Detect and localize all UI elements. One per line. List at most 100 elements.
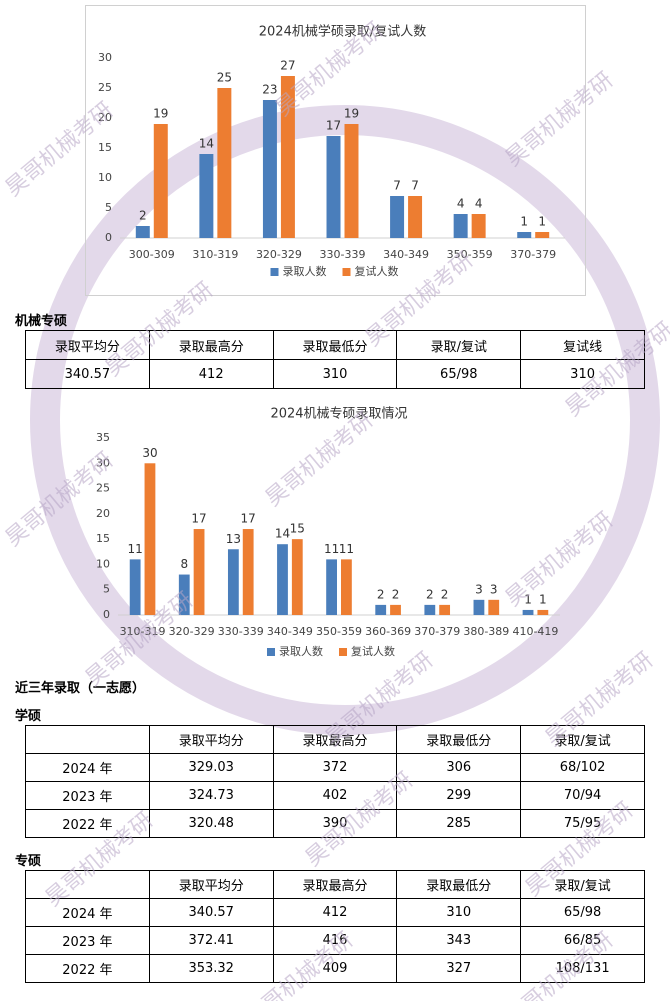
table-cell: 2023 年 xyxy=(25,926,150,955)
data-label: 4 xyxy=(475,197,483,211)
bar xyxy=(537,609,549,615)
table-cell: 录取平均分 xyxy=(148,725,274,754)
table-container: 录取平均分 录取最高分 录取最低分 录取/复试 2024 年 340.57 412 310 65… xyxy=(25,870,645,983)
data-label: 1 xyxy=(524,592,532,606)
table-row: 2022 年 353.32 409 327 108/131 xyxy=(25,954,645,983)
table-cell: 录取/复试 xyxy=(520,725,645,754)
table-cell: 65/98 xyxy=(520,898,645,927)
table-cell: 录取最低分 xyxy=(396,870,522,899)
table-cell: 2024 年 xyxy=(25,753,150,782)
table-cell: 409 xyxy=(272,954,398,983)
table-cell: 录取最高分 xyxy=(272,870,398,899)
data-label: 2 xyxy=(139,209,147,223)
x-tick-label: 370-379 xyxy=(510,248,556,261)
y-tick-label: 5 xyxy=(103,583,110,596)
x-tick-label: 360-369 xyxy=(365,625,411,638)
table-cell: 416 xyxy=(272,926,398,955)
bar xyxy=(280,76,295,238)
legend-label: 录取人数 xyxy=(279,645,323,658)
legend-swatch xyxy=(270,268,279,276)
y-tick-label: 20 xyxy=(98,111,112,124)
table-cell: 录取平均分 xyxy=(148,870,274,899)
data-label: 2 xyxy=(392,587,400,601)
bar xyxy=(517,232,532,238)
table-row: 2023 年 324.73 402 299 70/94 xyxy=(25,781,645,810)
x-tick-label: 330-339 xyxy=(218,625,264,638)
bar xyxy=(344,124,359,238)
data-label: 3 xyxy=(475,582,483,596)
table-row: 2024 年 340.57 412 310 65/98 xyxy=(25,898,645,927)
bar xyxy=(424,604,436,615)
table-container: 录取平均分 录取最高分 录取最低分 录取/复试 复试线 340.57 412 310 65/98… xyxy=(25,330,645,389)
table-cell: 412 xyxy=(272,898,398,927)
bar xyxy=(129,559,141,615)
x-tick-label: 310-319 xyxy=(120,625,166,638)
chart-title: 2024机械专硕录取情况 xyxy=(270,407,407,422)
data-label: 14 xyxy=(275,527,290,541)
table-cell: 306 xyxy=(396,753,522,782)
table-row: 2022 年 320.48 390 285 75/95 xyxy=(25,809,645,838)
data-label: 15 xyxy=(290,522,305,536)
table-cell: 372 xyxy=(272,753,398,782)
table-cell: 108/131 xyxy=(520,954,645,983)
data-label: 11 xyxy=(324,542,339,556)
data-label: 2 xyxy=(441,587,449,601)
table-cell: 录取最低分 xyxy=(272,330,398,360)
bar xyxy=(326,559,337,615)
table-cell: 录取最高分 xyxy=(148,330,274,360)
bar xyxy=(390,604,401,615)
bar xyxy=(408,196,423,238)
data-label: 17 xyxy=(241,512,256,526)
x-tick-label: 370-379 xyxy=(414,625,460,638)
data-label: 2 xyxy=(377,587,385,601)
data-label: 11 xyxy=(339,542,354,556)
legend-label: 复试人数 xyxy=(351,644,395,658)
data-label: 19 xyxy=(153,107,168,121)
table: 录取平均分 录取最高分 录取最低分 录取/复试 2024 年 340.57 412 310 65… xyxy=(25,870,645,983)
data-label: 23 xyxy=(262,83,277,97)
table-cell: 录取最高分 xyxy=(272,725,398,754)
y-tick-label: 0 xyxy=(105,231,112,244)
table-cell: 65/98 xyxy=(396,359,522,389)
data-label: 1 xyxy=(520,215,528,229)
table-cell: 412 xyxy=(148,359,274,389)
table-row: 录取平均分 录取最高分 录取最低分 录取/复试 xyxy=(25,725,645,754)
legend-label: 录取人数 xyxy=(283,265,327,278)
y-tick-label: 15 xyxy=(98,141,112,154)
y-tick-label: 10 xyxy=(96,557,110,570)
table-cell: 2022 年 xyxy=(25,809,150,838)
table-cell: 329.03 xyxy=(148,753,274,782)
data-label: 14 xyxy=(199,137,214,151)
table-cell: 2024 年 xyxy=(25,898,150,927)
table-row: 2023 年 372.41 416 343 66/85 xyxy=(25,926,645,955)
data-label: 19 xyxy=(344,107,359,121)
bar xyxy=(199,154,214,238)
table-row: 录取平均分 录取最高分 录取最低分 录取/复试 xyxy=(25,870,645,899)
bar xyxy=(326,136,341,238)
bar xyxy=(144,463,156,615)
legend-swatch xyxy=(342,268,351,276)
table-cell xyxy=(25,870,150,899)
legend-swatch xyxy=(267,648,275,656)
data-label: 13 xyxy=(226,532,241,546)
bar xyxy=(193,529,205,615)
bar xyxy=(153,124,168,238)
y-tick-label: 25 xyxy=(98,81,112,94)
table-cell: 324.73 xyxy=(148,781,274,810)
table-title: 专硕 xyxy=(15,854,42,869)
data-label: 1 xyxy=(539,592,547,606)
table-container: 录取平均分 录取最高分 录取最低分 录取/复试 2024 年 329.03 372 306 68… xyxy=(25,725,645,838)
data-label: 8 xyxy=(180,557,188,571)
table-cell: 66/85 xyxy=(520,926,645,955)
data-label: 27 xyxy=(280,59,295,73)
x-tick-label: 340-349 xyxy=(383,248,429,261)
seal xyxy=(30,105,660,735)
table-row: 340.57 412 310 65/98 310 xyxy=(25,359,645,389)
table: 录取平均分 录取最高分 录取最低分 录取/复试 复试线 340.57 412 310 65/98… xyxy=(25,330,645,389)
bar xyxy=(291,539,303,615)
bar xyxy=(473,599,485,615)
bar xyxy=(135,226,150,238)
x-tick-label: 300-309 xyxy=(129,248,175,261)
table-cell: 录取/复试 xyxy=(520,870,645,899)
data-label: 4 xyxy=(457,197,465,211)
